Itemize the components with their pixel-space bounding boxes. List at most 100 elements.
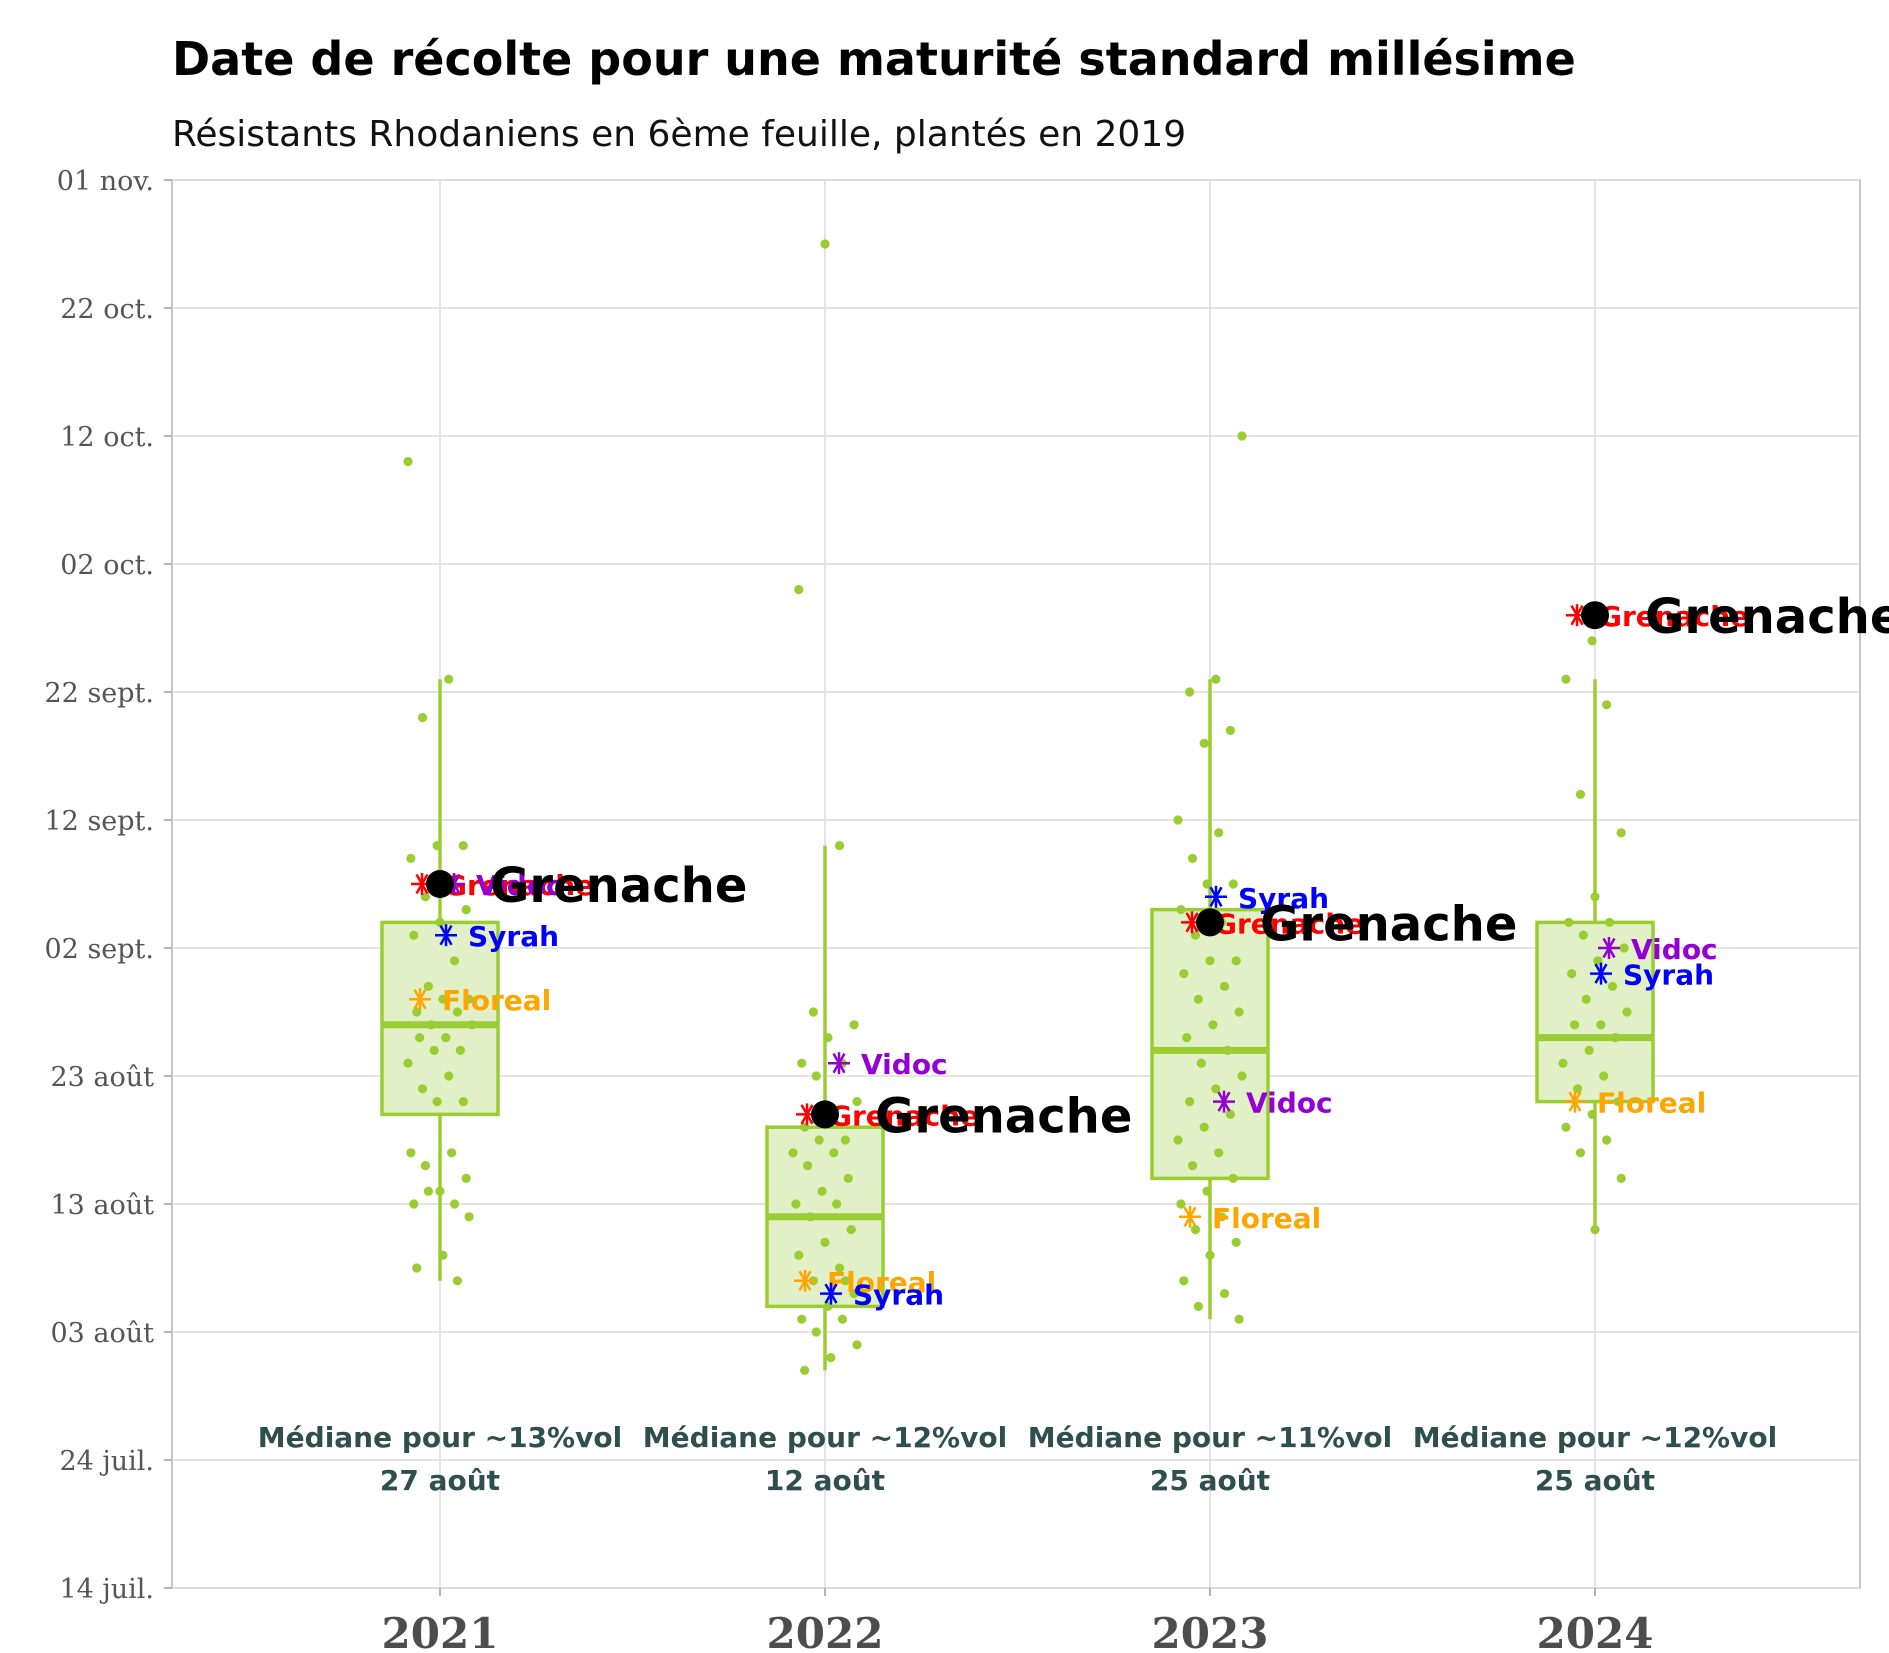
data-point [1604,917,1615,928]
data-point [461,1173,471,1183]
data-point [837,1314,848,1324]
data-point [802,1161,813,1171]
data-point [1599,1071,1609,1081]
data-point [403,457,413,467]
data-point [464,1212,474,1222]
data-point [1190,1225,1201,1235]
data-point [1231,956,1241,966]
data-point [420,1161,431,1171]
data-point [1179,1276,1189,1286]
x-tick-label: 2024 [1537,1609,1654,1653]
data-point [449,956,460,966]
variety-marker [1564,1090,1586,1113]
variety-marker [794,1269,816,1292]
data-point [1208,1020,1218,1030]
variety-label: Vidoc [861,1048,948,1081]
data-point [1173,815,1183,825]
data-point [1575,1148,1586,1158]
variety-label: Vidoc [476,869,563,902]
median-note-line1: Médiane pour ~13%vol [258,1421,622,1454]
y-tick-label: 13 août [50,1190,154,1221]
highlight-label: Grenache [875,1088,1132,1144]
data-point [846,1225,856,1235]
data-point [464,994,474,1004]
data-point [441,1033,451,1043]
data-point [1211,674,1221,684]
y-tick-label: 02 oct. [60,550,154,581]
data-point [1225,725,1235,736]
data-point [1587,636,1597,646]
data-point [794,1250,804,1260]
x-axis: 2021 2022 2023 2024 [382,1588,1654,1653]
data-point [1219,981,1230,992]
data-point [852,1097,862,1107]
data-point [1234,1314,1244,1324]
chart-title: Date de récolte pour une maturité standa… [172,32,1576,86]
highlight-point [426,870,454,898]
data-point [1558,1058,1568,1068]
data-point [403,1058,413,1068]
highlight-label: Grenache [490,858,747,914]
data-point [1217,1212,1227,1222]
y-tick-label: 12 sept. [45,806,155,837]
data-point [1173,1135,1183,1145]
variety-marker [1179,1205,1201,1228]
data-point [1578,930,1588,940]
data-point [797,1058,807,1068]
data-point [1584,1045,1594,1055]
data-point [800,1365,810,1375]
data-point [843,1173,853,1183]
y-tick-label: 12 oct. [60,422,154,453]
data-point [435,1186,445,1196]
data-point [449,1199,460,1209]
data-point [1237,431,1247,441]
data-point [409,930,419,940]
data-point [438,1250,448,1260]
median-notes: Médiane pour ~13%vol 27 août Médiane pour … [258,1421,1777,1497]
data-point [452,1276,463,1286]
data-point [826,1353,836,1363]
data-point [1199,1122,1209,1132]
median-note-line2: 27 août [380,1464,500,1497]
highlight-point [1196,908,1224,937]
data-point [1179,969,1189,979]
x-tick-label: 2022 [767,1609,884,1653]
data-point [849,1289,859,1299]
y-tick-label: 14 juil. [59,1574,154,1605]
data-point [1610,1033,1620,1043]
data-point [417,1084,428,1094]
variety-marker [1598,937,1620,959]
data-point [1214,1148,1224,1158]
data-point [406,853,416,864]
data-point [832,1199,842,1209]
data-point [438,994,448,1004]
median-note-line2: 25 août [1150,1464,1270,1497]
data-point [423,981,433,992]
data-point [1211,1084,1221,1094]
data-point [852,1340,862,1350]
y-tick-label: 02 sept. [45,934,155,965]
data-point [829,1148,839,1158]
data-point [1176,1199,1186,1209]
data-point [1570,1020,1580,1030]
data-point [1616,828,1626,838]
data-point [1185,687,1195,697]
variety-label: Grenache [829,1099,979,1132]
data-point [1222,1045,1233,1055]
data-point [1199,738,1209,748]
data-point [1564,917,1574,928]
highlight-label: Grenache [1260,896,1517,952]
chart-subtitle: Résistants Rhodaniens en 6ème feuille, p… [172,114,1186,155]
median-note-line1: Médiane pour ~12%vol [1413,1421,1777,1454]
data-point [1581,994,1591,1004]
data-point [1193,1301,1203,1311]
data-point [1205,956,1215,966]
median-note-line1: Médiane pour ~11%vol [1028,1421,1392,1454]
data-point [1575,789,1586,800]
variety-marker [820,1282,842,1305]
data-point [817,1186,827,1196]
data-point [458,841,468,851]
